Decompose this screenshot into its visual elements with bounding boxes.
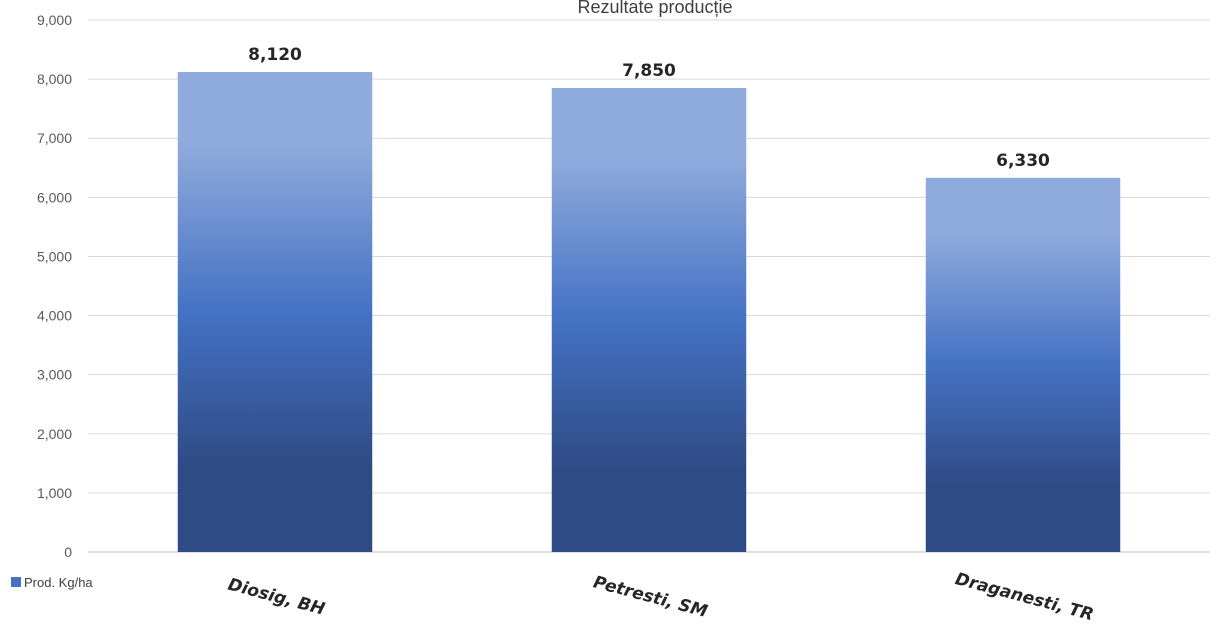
y-tick-label: 6,000 [37, 189, 72, 205]
bars [177, 72, 1121, 553]
data-label: 7,850 [622, 61, 676, 81]
y-tick-label: 3,000 [37, 367, 72, 383]
legend-label: Prod. Kg/ha [24, 575, 93, 590]
y-tick-label: 9,000 [37, 12, 72, 28]
category-label: Draganesti, TR [953, 569, 1096, 625]
bar [925, 177, 1121, 552]
category-labels: Diosig, BH Petresti, SM Draganesti, TR [226, 569, 1096, 625]
y-tick-label: 1,000 [37, 485, 72, 501]
y-axis-tick-labels: 0 1,000 2,000 3,000 4,000 5,000 6,000 7,000 8,00… [37, 12, 72, 560]
y-tick-label: 0 [64, 544, 72, 560]
category-label: Petresti, SM [591, 572, 709, 622]
bar [177, 72, 373, 553]
y-tick-label: 7,000 [37, 130, 72, 146]
data-labels: 8,120 7,850 6,330 [248, 45, 1050, 171]
category-label: Diosig, BH [226, 575, 327, 620]
legend-swatch [11, 577, 21, 587]
y-tick-label: 8,000 [37, 71, 72, 87]
legend: Prod. Kg/ha [11, 575, 93, 590]
data-label: 8,120 [248, 45, 302, 65]
bar [551, 87, 747, 552]
data-label: 6,330 [996, 151, 1050, 171]
chart-title: Rezultate producție [577, 0, 732, 17]
y-tick-label: 5,000 [37, 248, 72, 264]
y-tick-label: 2,000 [37, 426, 72, 442]
y-tick-label: 4,000 [37, 308, 72, 324]
